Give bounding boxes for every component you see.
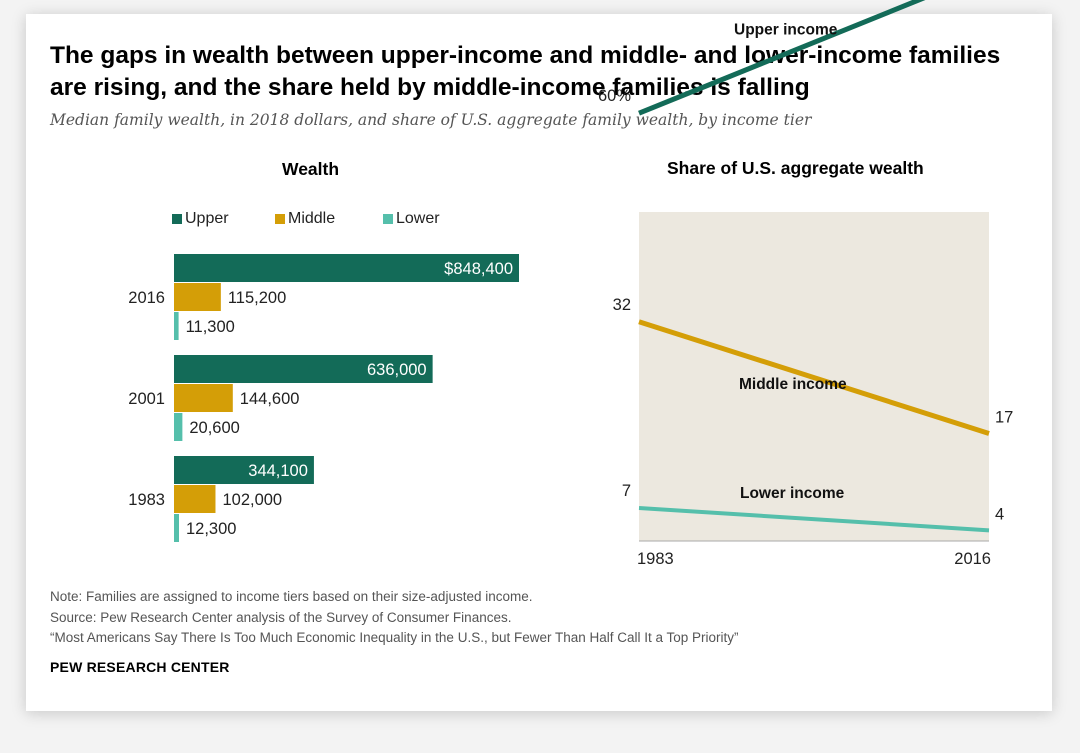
bar-lower-2016 bbox=[174, 312, 179, 340]
year-label-1983: 1983 bbox=[128, 491, 165, 509]
bar-label-upper-2001: 636,000 bbox=[367, 361, 427, 379]
chart-subtitle: Median family wealth, in 2018 dollars, a… bbox=[50, 111, 812, 129]
legend-label-upper: Upper bbox=[185, 210, 229, 227]
wealth-panel-title: Wealth bbox=[282, 159, 340, 179]
legend-swatch-middle bbox=[275, 214, 285, 224]
bar-upper-2001 bbox=[174, 355, 433, 383]
bar-lower-1983 bbox=[174, 514, 180, 542]
legend-label-lower: Lower bbox=[396, 210, 440, 227]
line-upper-income bbox=[638, 0, 926, 116]
legend-item-middle: Middle bbox=[275, 210, 335, 228]
legend-item-upper: Upper bbox=[172, 210, 229, 228]
chart-notes: Note: Families are assigned to income ti… bbox=[50, 587, 739, 649]
series-label-lower: Lower income bbox=[740, 485, 845, 502]
bar-middle-2001 bbox=[174, 384, 233, 412]
bar-upper-2016 bbox=[174, 254, 519, 282]
bar-middle-2016 bbox=[174, 283, 221, 311]
bar-label-middle-1983: 102,000 bbox=[222, 491, 282, 509]
chart-title: The gaps in wealth between upper-income … bbox=[50, 42, 1001, 101]
brand-logo-text: PEW RESEARCH CENTER bbox=[50, 659, 230, 675]
bar-label-middle-2001: 144,600 bbox=[240, 390, 300, 408]
x-tick-label-2016: 2016 bbox=[954, 550, 991, 568]
bar-label-lower-1983: 12,300 bbox=[186, 520, 236, 538]
legend-label-middle: Middle bbox=[288, 210, 336, 227]
note-text: Note: Families are assigned to income ti… bbox=[50, 589, 533, 604]
start-value-lower: 7 bbox=[622, 482, 631, 500]
bar-label-middle-2016: 115,200 bbox=[228, 289, 286, 307]
start-value-middle: 32 bbox=[613, 296, 631, 314]
series-label-middle: Middle income bbox=[739, 376, 847, 393]
line-lower-income bbox=[638, 506, 990, 533]
end-value-middle: 17 bbox=[995, 409, 1013, 427]
start-value-upper: 60% bbox=[598, 87, 631, 105]
x-tick-label-1983: 1983 bbox=[637, 550, 674, 568]
bar-label-lower-2001: 20,600 bbox=[189, 419, 239, 437]
line-middle-income bbox=[638, 319, 990, 436]
legend-swatch-lower bbox=[383, 214, 393, 224]
legend-swatch-upper bbox=[172, 214, 182, 224]
bar-upper-1983 bbox=[174, 456, 314, 484]
bar-lower-2001 bbox=[174, 413, 183, 441]
legend-item-lower: Lower bbox=[383, 210, 440, 228]
wealth-bar-chart: 2016 $848,400 115,200 11,300 2001 636,000 144,… bbox=[128, 254, 519, 542]
end-value-lower: 4 bbox=[995, 505, 1004, 523]
source-text: Source: Pew Research Center analysis of … bbox=[50, 609, 512, 625]
series-label-upper: Upper income bbox=[734, 21, 838, 38]
year-label-2001: 2001 bbox=[128, 390, 165, 408]
bar-label-lower-2016: 11,300 bbox=[186, 318, 235, 336]
share-panel-title: Share of U.S. aggregate wealth bbox=[667, 158, 924, 178]
bar-label-upper-2016: $848,400 bbox=[444, 260, 513, 278]
bar-middle-1983 bbox=[174, 485, 216, 513]
year-label-2016: 2016 bbox=[128, 289, 165, 307]
report-text: “Most Americans Say There Is Too Much Ec… bbox=[50, 630, 739, 645]
chart-card: The gaps in wealth between upper-income … bbox=[26, 0, 1052, 711]
bar-label-upper-1983: 344,100 bbox=[248, 462, 308, 480]
